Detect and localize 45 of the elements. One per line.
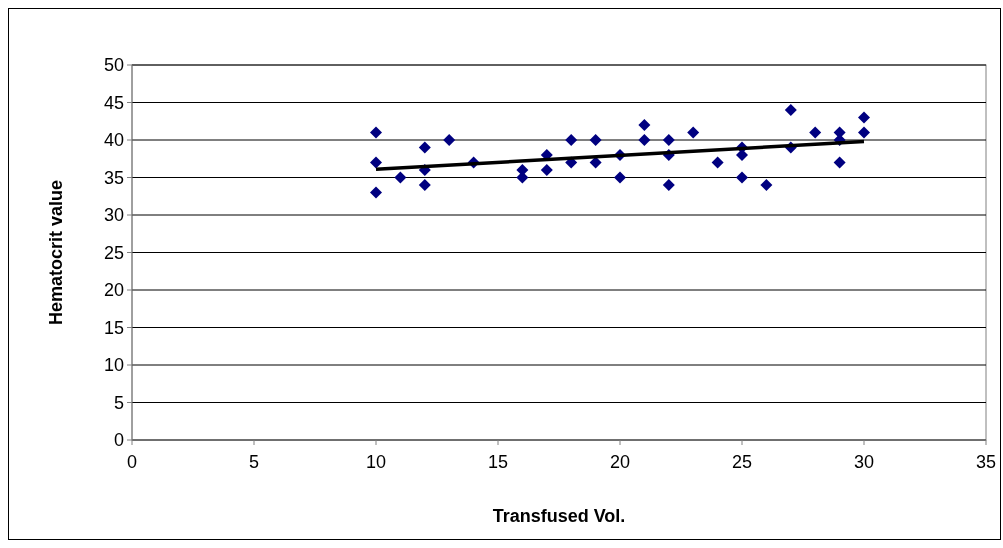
x-axis-title: Transfused Vol. — [492, 506, 626, 526]
point — [614, 171, 626, 184]
point — [418, 179, 431, 191]
x-tick-label: 20 — [609, 452, 631, 472]
point — [662, 134, 675, 146]
y-tick-label: 20 — [103, 280, 124, 301]
y-tick-label: 30 — [103, 205, 124, 226]
point — [809, 126, 822, 139]
point — [638, 119, 651, 131]
point — [394, 171, 407, 184]
point — [760, 179, 773, 191]
point — [662, 179, 675, 191]
point — [370, 186, 382, 199]
x-tick-label: 10 — [365, 452, 387, 472]
y-tick-label: 0 — [113, 430, 124, 451]
x-tick-label: 0 — [126, 452, 138, 472]
y-tick-label: 10 — [103, 355, 124, 376]
point — [370, 156, 382, 169]
point — [638, 134, 651, 146]
y-tick-label: 45 — [103, 92, 124, 113]
point — [784, 104, 797, 116]
point — [858, 126, 870, 139]
point — [711, 156, 724, 169]
x-tick-label: 30 — [853, 452, 875, 472]
point — [736, 171, 748, 184]
y-tick-label: 5 — [113, 392, 124, 413]
point — [370, 126, 382, 139]
x-tick-label: 35 — [975, 452, 997, 472]
point — [540, 164, 553, 176]
y-tick-label: 15 — [103, 317, 124, 338]
y-tick-label: 25 — [103, 242, 124, 263]
point — [589, 134, 602, 146]
y-tick-label: 40 — [103, 130, 124, 151]
point — [443, 134, 456, 146]
point — [687, 126, 700, 139]
x-tick-label: 15 — [487, 452, 509, 472]
point — [565, 134, 578, 146]
y-tick-label: 50 — [103, 55, 124, 76]
point — [833, 156, 846, 169]
y-axis-title: Hematocrit value — [46, 179, 66, 326]
x-tick-label: 25 — [731, 452, 753, 472]
point — [418, 141, 431, 154]
y-tick-label: 35 — [103, 167, 124, 188]
point — [858, 111, 870, 124]
x-tick-label: 5 — [248, 452, 260, 472]
